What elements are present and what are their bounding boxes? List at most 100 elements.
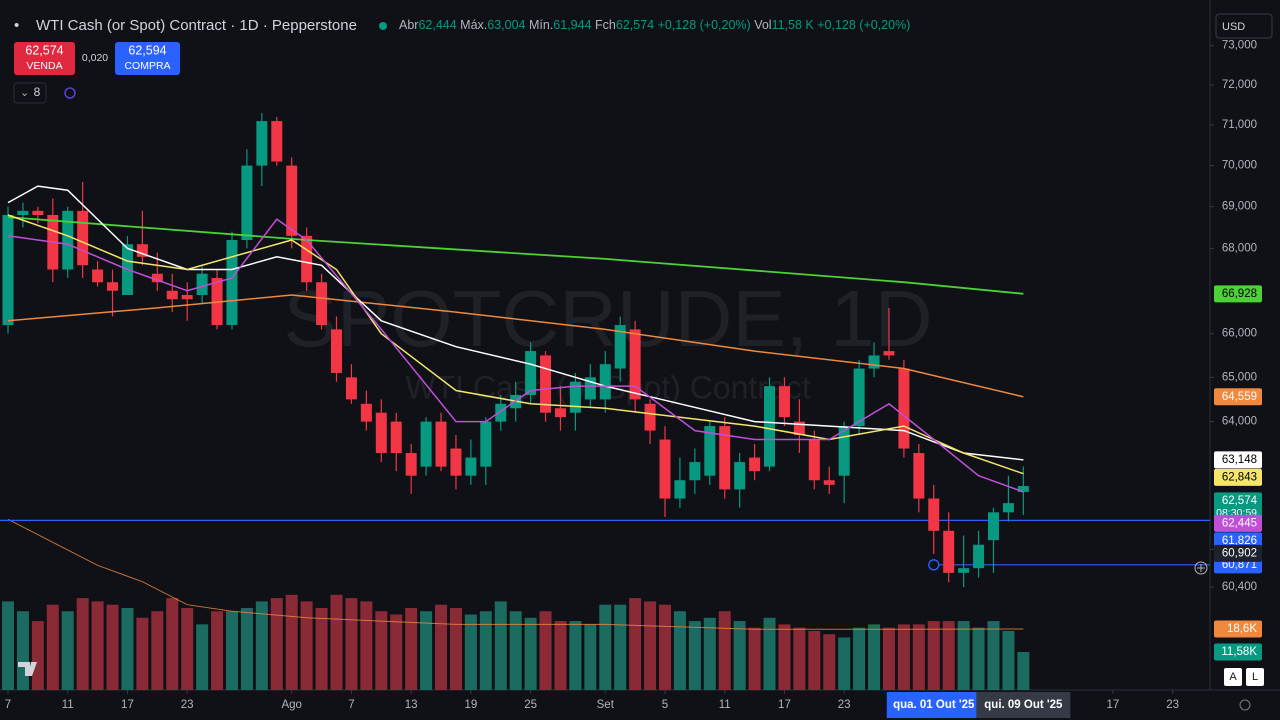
scale-buttons[interactable]: A L [1224,668,1264,686]
value: 11,58 K [772,18,815,32]
x-tick-label: 23 [838,699,851,711]
currency-button[interactable]: USD [1215,13,1273,39]
volume-bar [823,634,836,690]
candle-body [480,421,492,467]
x-tick-label: 7 [348,699,354,711]
candle-body [629,329,641,400]
label: Fch [595,18,616,32]
indicators-toggle[interactable]: ⌄ 8 [13,82,47,104]
loading-icon [64,87,76,99]
x-highlight-bg [886,692,981,718]
log-button[interactable] [1246,668,1264,686]
y-tick-label: 73,000 [1222,40,1257,52]
candle-body [659,439,671,499]
price-labels: 66,92864,55963,14862,84362,57408:30:5962… [1214,285,1262,661]
volume-bar [360,601,373,690]
candle-body [181,295,193,300]
x-tick-label: 13 [405,699,418,711]
volume-bar [390,614,403,690]
candle-body [808,439,820,481]
settings-button[interactable] [1239,699,1251,711]
candle-body [987,512,999,541]
candle-body [689,462,701,481]
x-tick-label: 17 [1107,699,1120,711]
candle-body [868,355,880,369]
price-label: 62,574 [1222,495,1258,507]
add-alert-icon[interactable] [1197,564,1205,572]
buy-bg[interactable] [115,42,180,75]
volume-bar [449,607,462,690]
chevron[interactable]: ⌄ [20,87,29,99]
currency[interactable]: USD [1222,21,1245,33]
buy-price[interactable]: 62,594 [128,43,166,57]
add-alert-button[interactable] [1194,561,1208,575]
candle-body [674,480,686,499]
candle-body [405,453,417,476]
sell-price[interactable]: 62,574 [25,43,63,57]
sell-label[interactable]: VENDA [26,60,62,72]
y-tick-label: 72,000 [1222,79,1257,91]
volume-bar [31,621,44,690]
volume-bar [181,607,194,690]
x-tick-label: 11 [719,699,731,711]
volume-bar [196,624,209,690]
candle-body [226,240,238,326]
log-label[interactable]: L [1252,671,1258,683]
candle-body [196,273,208,296]
buy-button[interactable]: 62,594 COMPRA [115,42,180,75]
label: Abr [399,18,418,32]
candle-body [316,282,328,326]
line-anchor [928,559,940,571]
candle-body [450,448,462,476]
candle-body [569,381,581,413]
candle-body [1002,503,1014,513]
volume-bar [121,607,134,690]
x-tick-label: 17 [778,699,791,711]
volume-bar [688,621,701,690]
currency-bg[interactable] [1215,13,1273,39]
sell-button[interactable]: 62,574 VENDA [14,42,75,75]
x-tick-label: Set [597,699,615,711]
volume-bar [211,611,224,690]
candle-body [330,329,342,373]
buy-label[interactable]: COMPRA [124,60,170,72]
candle-body [375,412,387,454]
auto-label[interactable]: A [1229,671,1237,683]
candle-body [704,426,716,476]
auto-button[interactable] [1224,668,1242,686]
candle-body [749,457,761,472]
volume-bar [375,611,388,690]
volume-bar [420,611,433,690]
value: 62,574 [616,18,654,32]
volume-bar [2,601,15,690]
candle-body [719,426,731,490]
volume-bar [599,604,612,690]
symbol-title: WTI Cash (or Spot) Contract · 1D · Peppe… [36,17,357,34]
volume-bar [778,624,791,690]
y-tick-label: 68,000 [1222,242,1257,254]
plot: 73,000 72,000 71,000 70,000 69,000 68,000 66,0… [0,40,1257,718]
volume-bar [987,621,1000,690]
indicators-count[interactable]: 8 [34,85,41,99]
sell-bg[interactable] [14,42,75,75]
ma-line [7,214,1024,475]
volume-bar [838,637,851,690]
label: Vol [754,18,771,32]
label: Mín. [529,18,553,32]
candle-body [913,453,925,499]
candle-body [32,210,44,216]
price-label: 64,559 [1222,391,1257,403]
x-tick-label: 23 [1166,699,1179,711]
volume-label-bg [1214,643,1262,661]
volume-bar [1017,651,1030,690]
volume-bar [330,594,343,690]
price-label: 63,148 [1222,454,1257,466]
candle-body [973,544,985,569]
volume-bar [91,601,104,690]
volume-bar [853,627,866,690]
candle-body [136,244,148,257]
toggle-bg[interactable] [13,82,47,104]
x-highlight-label: qua. 01 Out '25 [893,699,975,711]
volume-bar [46,604,59,690]
volume-bar [584,624,597,690]
